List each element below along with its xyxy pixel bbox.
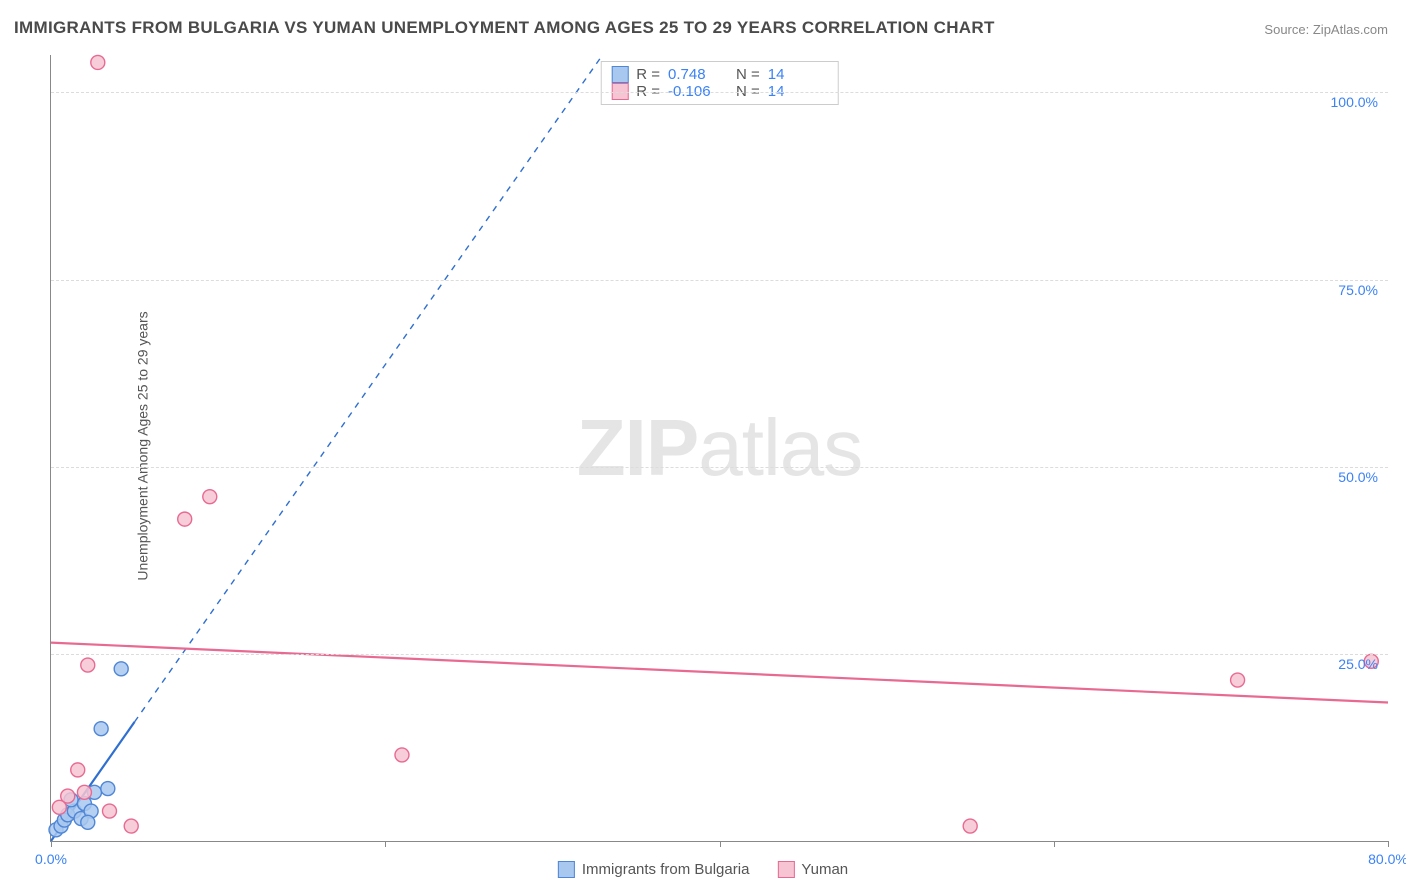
source-link[interactable]: ZipAtlas.com (1313, 22, 1388, 37)
x-tick (1054, 841, 1055, 847)
y-tick-label: 75.0% (1338, 282, 1378, 298)
gridline (51, 467, 1388, 468)
legend-item-series1: Immigrants from Bulgaria (558, 861, 750, 878)
x-tick (385, 841, 386, 847)
legend-item-series2: Yuman (777, 861, 848, 878)
plot-area: ZIPatlas R = 0.748 N = 14 R = -0.106 N =… (50, 55, 1388, 842)
x-tick (720, 841, 721, 847)
plot-svg (51, 55, 1388, 841)
source-attribution: Source: ZipAtlas.com (1264, 22, 1388, 37)
swatch-series2 (777, 861, 794, 878)
gridline (51, 654, 1388, 655)
chart-title: IMMIGRANTS FROM BULGARIA VS YUMAN UNEMPL… (14, 18, 995, 38)
x-tick (51, 841, 52, 847)
legend-label-series1: Immigrants from Bulgaria (582, 861, 750, 878)
swatch-series1 (558, 861, 575, 878)
y-tick-label: 100.0% (1331, 94, 1378, 110)
source-label: Source: (1264, 22, 1309, 37)
x-tick-label: 80.0% (1368, 851, 1406, 867)
y-tick-label: 25.0% (1338, 656, 1378, 672)
gridline (51, 92, 1388, 93)
y-tick-label: 50.0% (1338, 469, 1378, 485)
x-tick (1388, 841, 1389, 847)
gridline (51, 280, 1388, 281)
legend-bottom: Immigrants from Bulgaria Yuman (558, 861, 848, 878)
legend-label-series2: Yuman (801, 861, 848, 878)
x-tick-label: 0.0% (35, 851, 67, 867)
